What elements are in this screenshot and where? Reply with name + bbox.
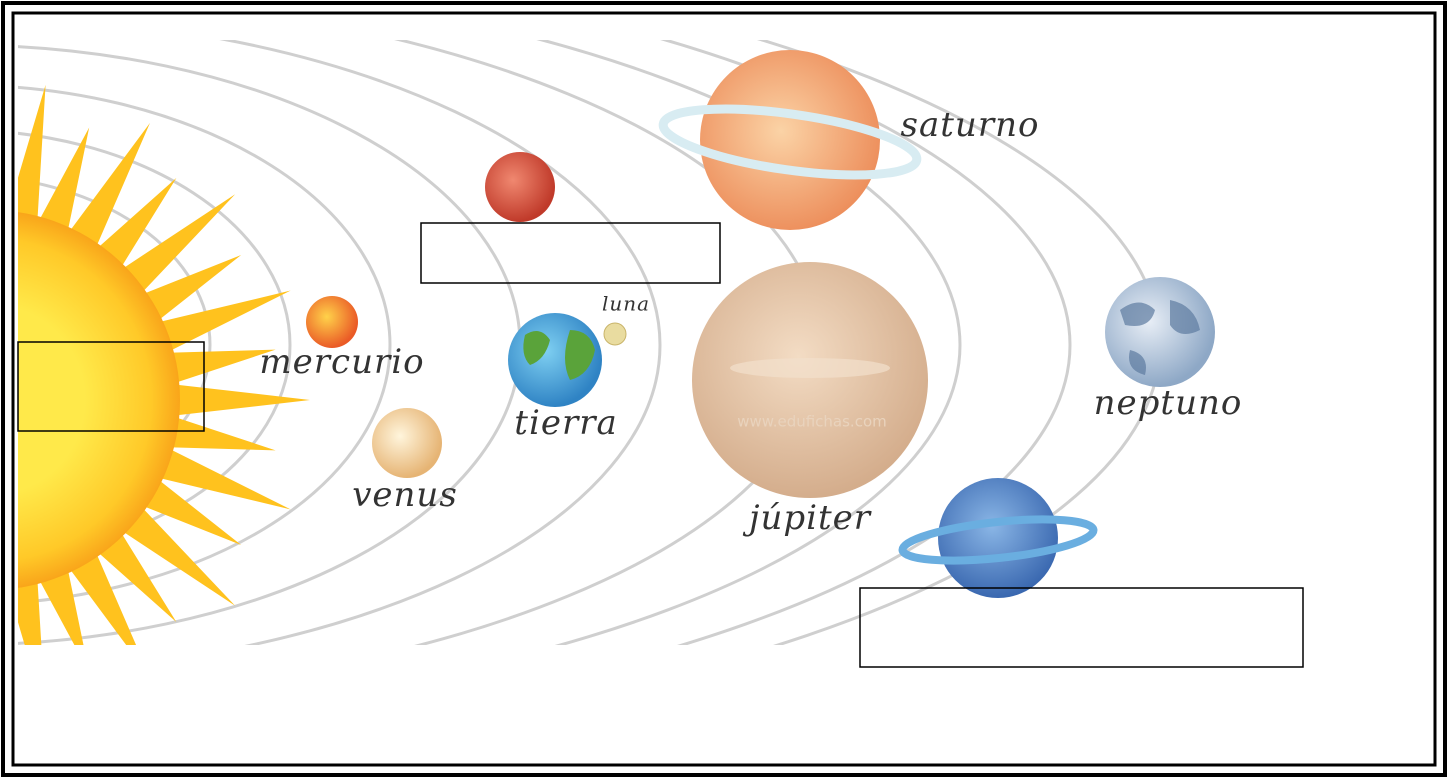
inner-frame bbox=[11, 11, 1437, 767]
jupiter-band bbox=[730, 358, 890, 378]
planet-label: mercurio bbox=[259, 342, 424, 382]
watermark: www.edufichas.com bbox=[737, 413, 886, 431]
answer-box[interactable] bbox=[859, 587, 1304, 668]
answer-box[interactable] bbox=[17, 341, 205, 432]
planet-label: venus bbox=[352, 475, 458, 515]
planet-label: júpiter bbox=[742, 498, 872, 538]
mars bbox=[485, 152, 555, 222]
planet-label: tierra bbox=[514, 403, 617, 443]
orbit bbox=[18, 131, 292, 559]
planet-label: luna bbox=[602, 292, 650, 316]
planet-label: neptuno bbox=[1094, 383, 1243, 423]
venus bbox=[372, 408, 442, 478]
sun-rays bbox=[18, 84, 310, 645]
jupiter bbox=[692, 262, 928, 498]
uranus bbox=[938, 478, 1058, 598]
saturn bbox=[700, 50, 880, 230]
mercury bbox=[306, 296, 358, 348]
neptune-spots bbox=[1120, 300, 1200, 375]
orbit bbox=[659, 40, 1072, 645]
neptune bbox=[1105, 277, 1215, 387]
answer-box[interactable] bbox=[420, 222, 721, 284]
orbit bbox=[18, 85, 392, 605]
orbit bbox=[218, 40, 662, 645]
earth-land bbox=[523, 330, 595, 380]
moon bbox=[603, 322, 627, 346]
saturn-ring bbox=[658, 104, 922, 180]
orbit bbox=[18, 178, 212, 512]
planet-label: saturno bbox=[901, 105, 1040, 145]
uranus-ring bbox=[898, 515, 1098, 565]
orbit bbox=[535, 40, 962, 645]
sun bbox=[18, 84, 310, 645]
